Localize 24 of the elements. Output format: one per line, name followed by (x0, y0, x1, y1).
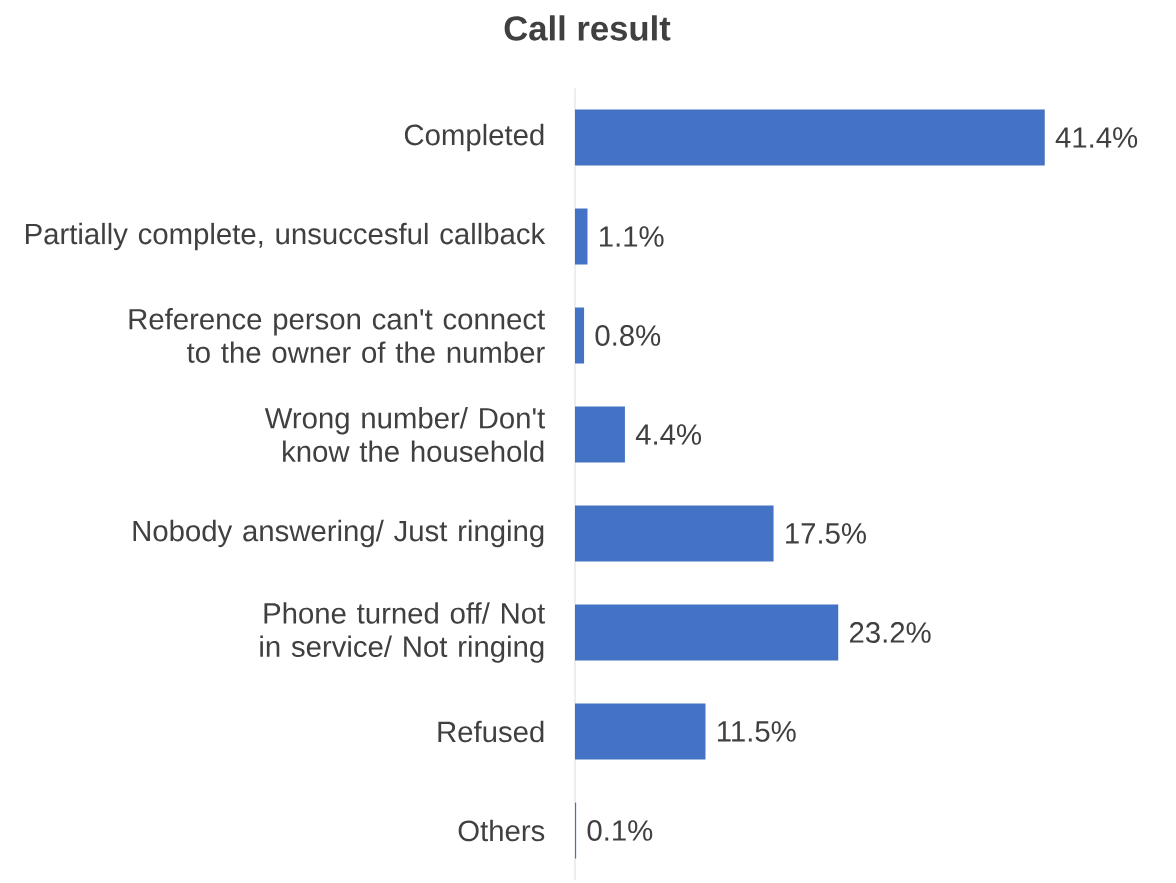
bar (575, 505, 774, 562)
y-tick-label: Wrong number/ Don't know the household (264, 407, 546, 462)
y-tick-label: Refused (438, 720, 544, 743)
y-tick-label: Others (458, 819, 545, 842)
data-label: 0.8% (595, 325, 661, 346)
data-label: 11.5% (717, 721, 796, 742)
y-tick-label: Partially complete, unsuccesful callback (25, 222, 546, 251)
bar (575, 109, 1045, 166)
y-tick-label: Reference person can't connect to the owner of the number (129, 308, 545, 363)
bar (575, 406, 625, 463)
bar (575, 703, 706, 760)
bar (575, 307, 585, 364)
data-label: 23.2% (849, 622, 931, 643)
y-tick-label: Nobody answering/ Just ringing (133, 519, 544, 548)
data-label: 17.5% (786, 523, 866, 544)
y-tick-label: Phone turned off/ Not in service/ Not ringing (260, 602, 546, 663)
bar (575, 208, 588, 265)
data-label: 0.1% (587, 820, 653, 841)
data-label: 41.4% (1055, 127, 1138, 148)
bar (575, 604, 839, 661)
data-label: 1.1% (599, 226, 664, 247)
y-tick-label: Completed (404, 123, 544, 152)
data-label: 4.4% (635, 424, 701, 445)
chart-title: Call result (504, 15, 671, 41)
